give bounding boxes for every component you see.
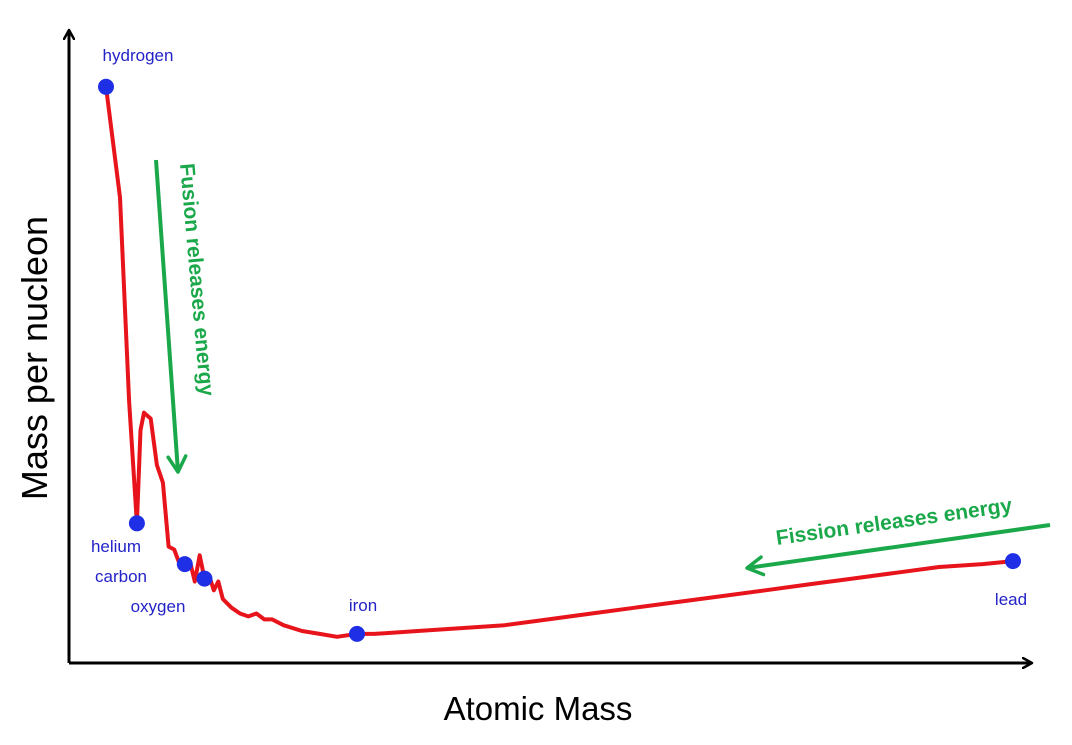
label-hydrogen: hydrogen (103, 46, 174, 65)
point-iron (349, 625, 365, 642)
mass-per-nucleon-curve (104, 84, 1015, 639)
point-carbon (176, 556, 193, 573)
x-axis-title: Atomic Mass (444, 690, 633, 727)
point-hydrogen (98, 78, 114, 95)
fission-annotation: Fission releases energy (774, 494, 1013, 550)
point-lead (1005, 553, 1021, 570)
element-points (98, 78, 1021, 642)
y-axis-title: Mass per nucleon (14, 216, 55, 500)
fusion-annotation: Fusion releases energy (175, 162, 218, 397)
label-helium: helium (91, 537, 141, 556)
point-oxygen (196, 570, 213, 587)
label-iron: iron (349, 596, 377, 615)
label-lead: lead (995, 590, 1027, 609)
fusion-arrow (154, 159, 188, 474)
element-labels: hydrogen helium carbon oxygen iron lead (91, 46, 1027, 616)
label-carbon: carbon (95, 567, 147, 586)
fission-arrow (745, 523, 1051, 577)
point-helium (128, 515, 145, 532)
label-oxygen: oxygen (131, 597, 186, 616)
